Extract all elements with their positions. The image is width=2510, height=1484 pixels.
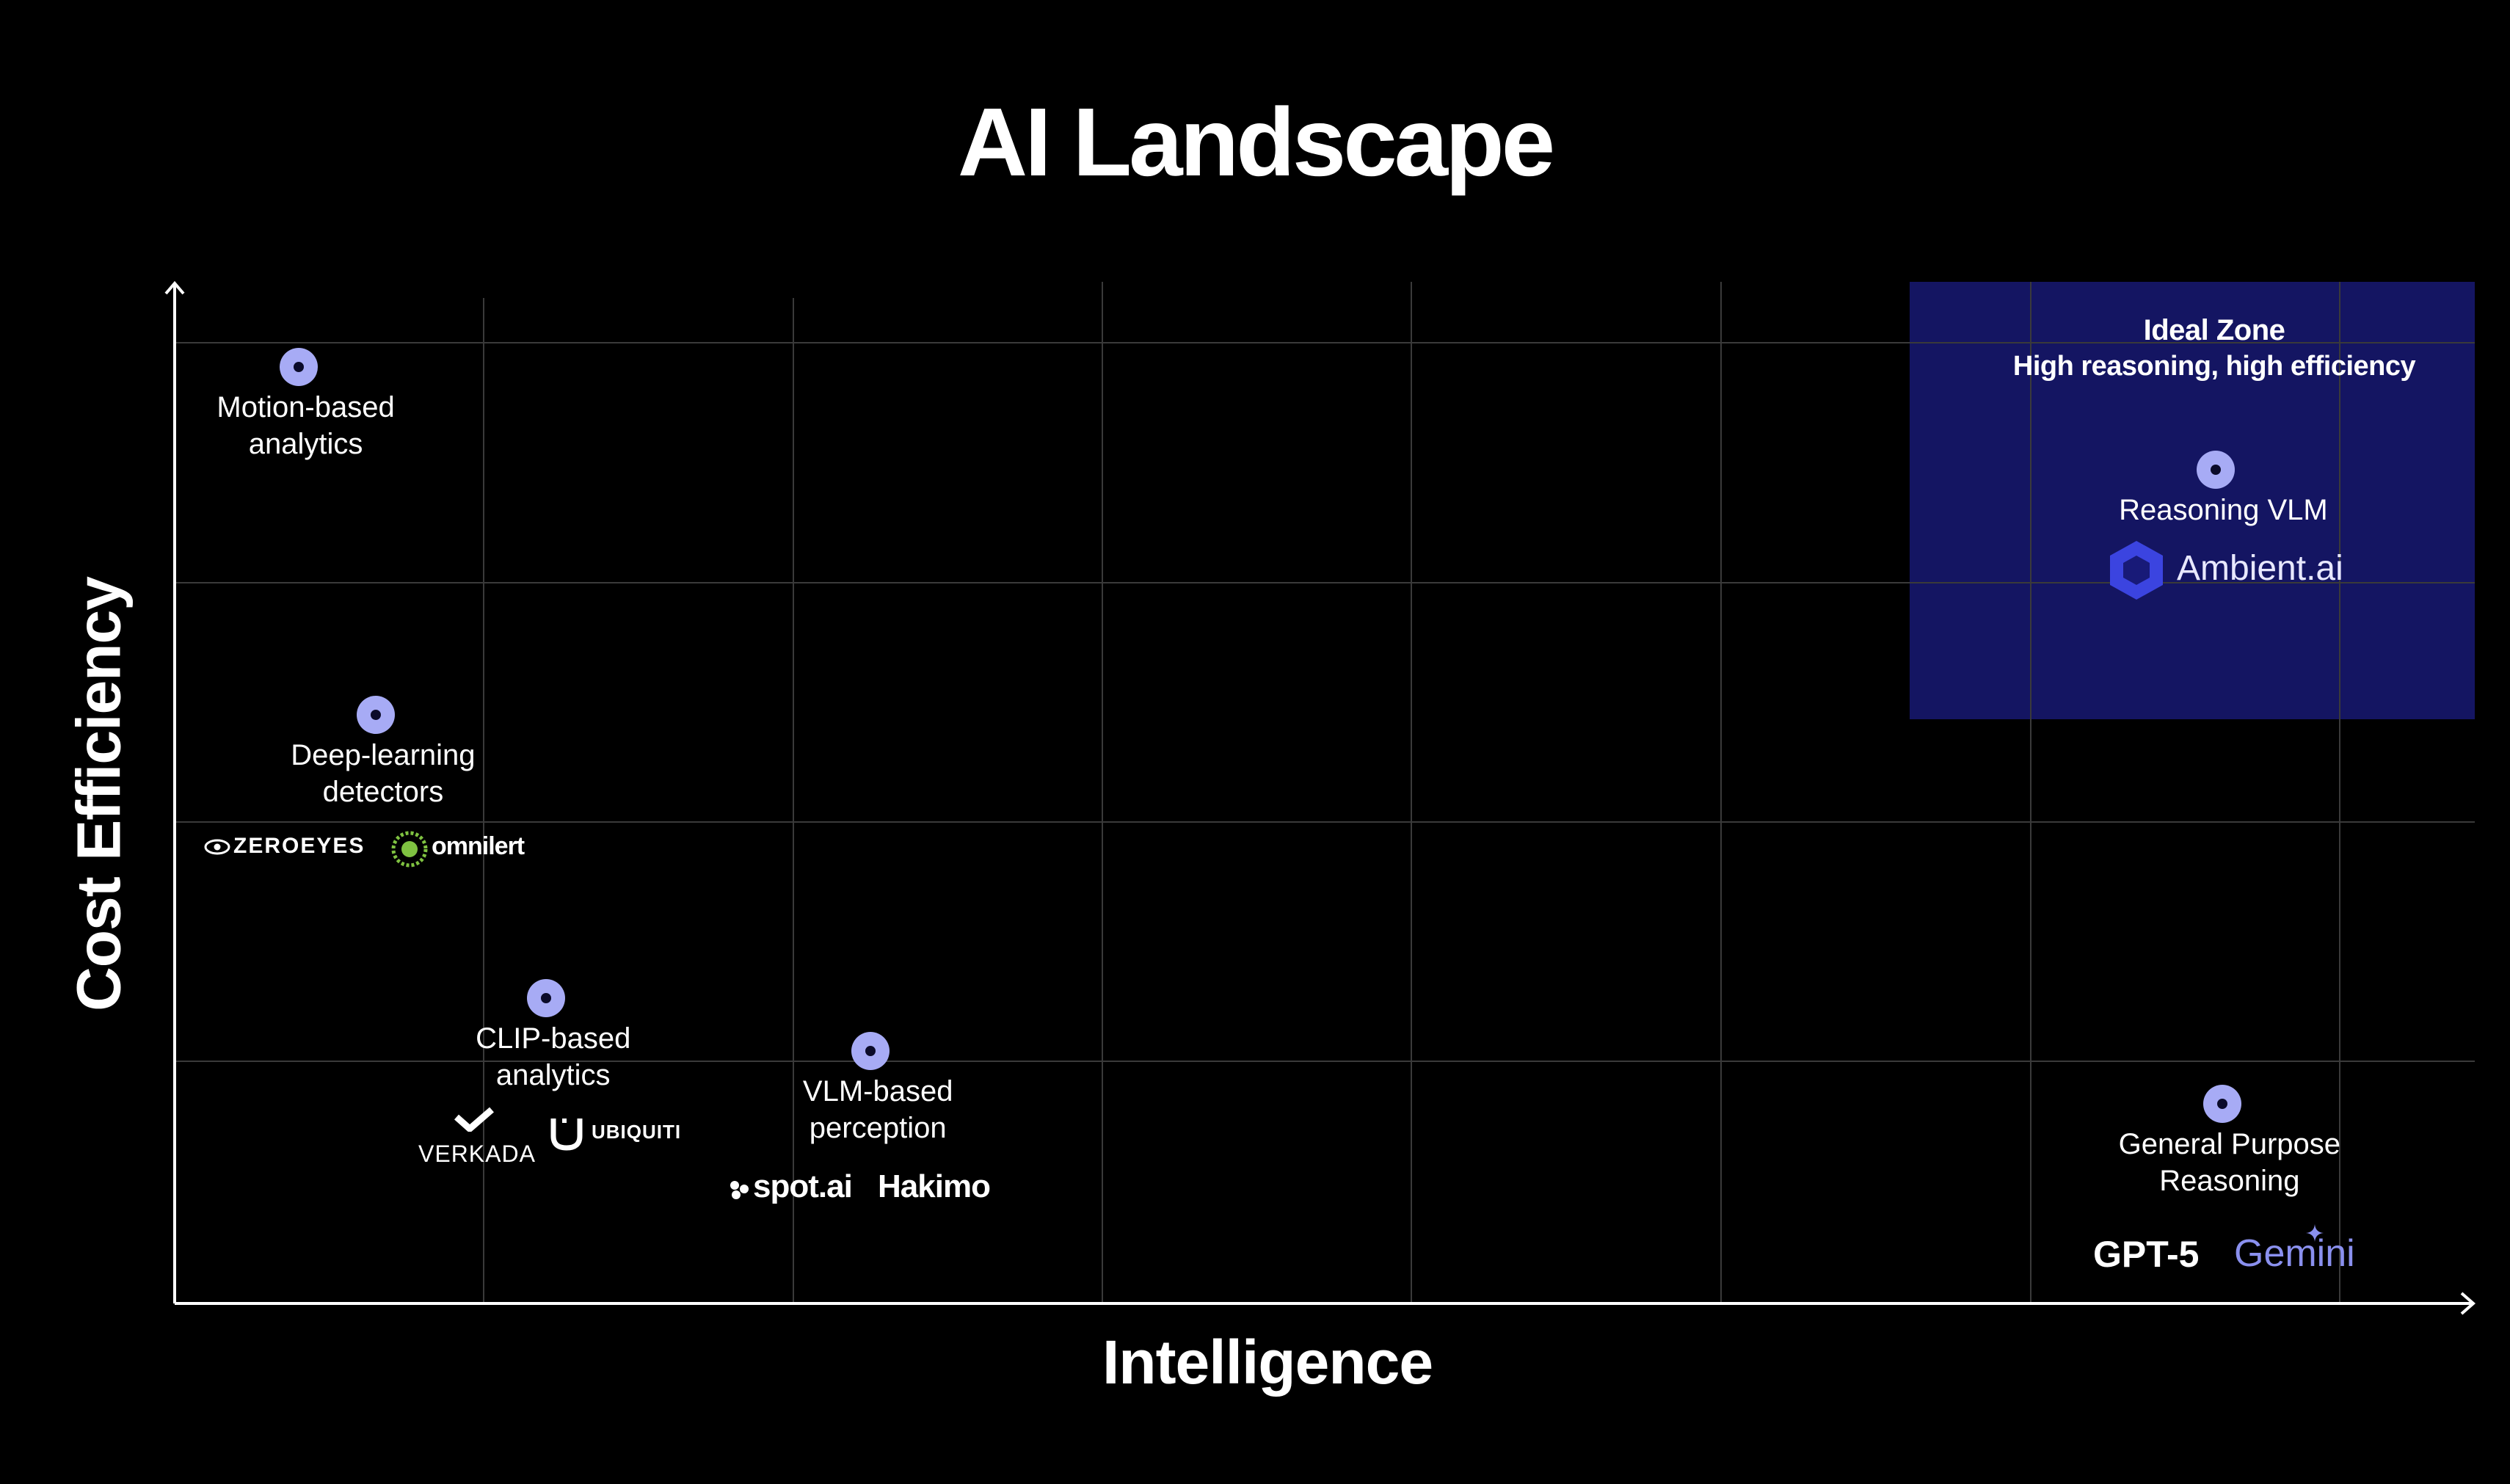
point-marker-motion[interactable]	[279, 347, 318, 386]
logo-hakimo: Hakimo	[878, 1168, 991, 1204]
point-marker-vlm[interactable]	[851, 1032, 890, 1071]
x-axis-arrow	[2460, 1292, 2476, 1315]
point-marker-clip[interactable]	[526, 979, 565, 1018]
logo-verkada: VERKADA	[418, 1141, 536, 1167]
gemini-sparkle-icon	[2306, 1224, 2324, 1242]
ambient-hexagon-icon	[2110, 541, 2163, 600]
point-marker-reasoning-vlm[interactable]	[2197, 451, 2236, 490]
logo-ubiquiti: UBIQUITI	[592, 1121, 682, 1143]
point-label-general-purpose: General Purpose Reasoning	[2118, 1128, 2341, 1198]
logo-zeroeyes: ZEROEYES	[233, 834, 365, 858]
logo-ambient: Ambient.ai	[2177, 549, 2343, 588]
logo-spotai: spot.ai	[753, 1168, 853, 1204]
point-label-deep-learning: Deep-learning detectors	[291, 739, 476, 809]
point-marker-deep-learning[interactable]	[356, 696, 395, 735]
spotai-icon	[730, 1181, 749, 1199]
ubiquiti-icon	[550, 1119, 583, 1151]
y-axis-label: Cost Efficiency	[64, 577, 134, 1011]
page-title: AI Landscape	[957, 88, 1555, 196]
point-label-vlm: VLM-based perception	[802, 1075, 953, 1145]
point-label-clip: CLIP-based analytics	[476, 1022, 631, 1092]
x-axis-label: Intelligence	[1102, 1328, 1433, 1397]
logo-gemini: Gemini	[2234, 1232, 2355, 1275]
logo-gpt5: GPT-5	[2093, 1234, 2200, 1275]
ideal-zone-subtitle: High reasoning, high efficiency	[2012, 351, 2416, 382]
eye-icon	[204, 839, 230, 855]
verkada-icon	[454, 1107, 494, 1132]
point-label-motion: Motion-based analytics	[217, 390, 395, 460]
y-axis-arrow	[164, 280, 185, 295]
ideal-zone	[1910, 282, 2475, 719]
point-label-reasoning-vlm: Reasoning VLM	[2119, 494, 2328, 527]
ideal-zone-title: Ideal Zone	[2143, 314, 2285, 346]
grid-lines	[175, 282, 2475, 1303]
logo-omnilert: omnilert	[432, 832, 525, 860]
point-marker-general-purpose[interactable]	[2202, 1085, 2241, 1124]
omnilert-icon	[391, 831, 428, 868]
